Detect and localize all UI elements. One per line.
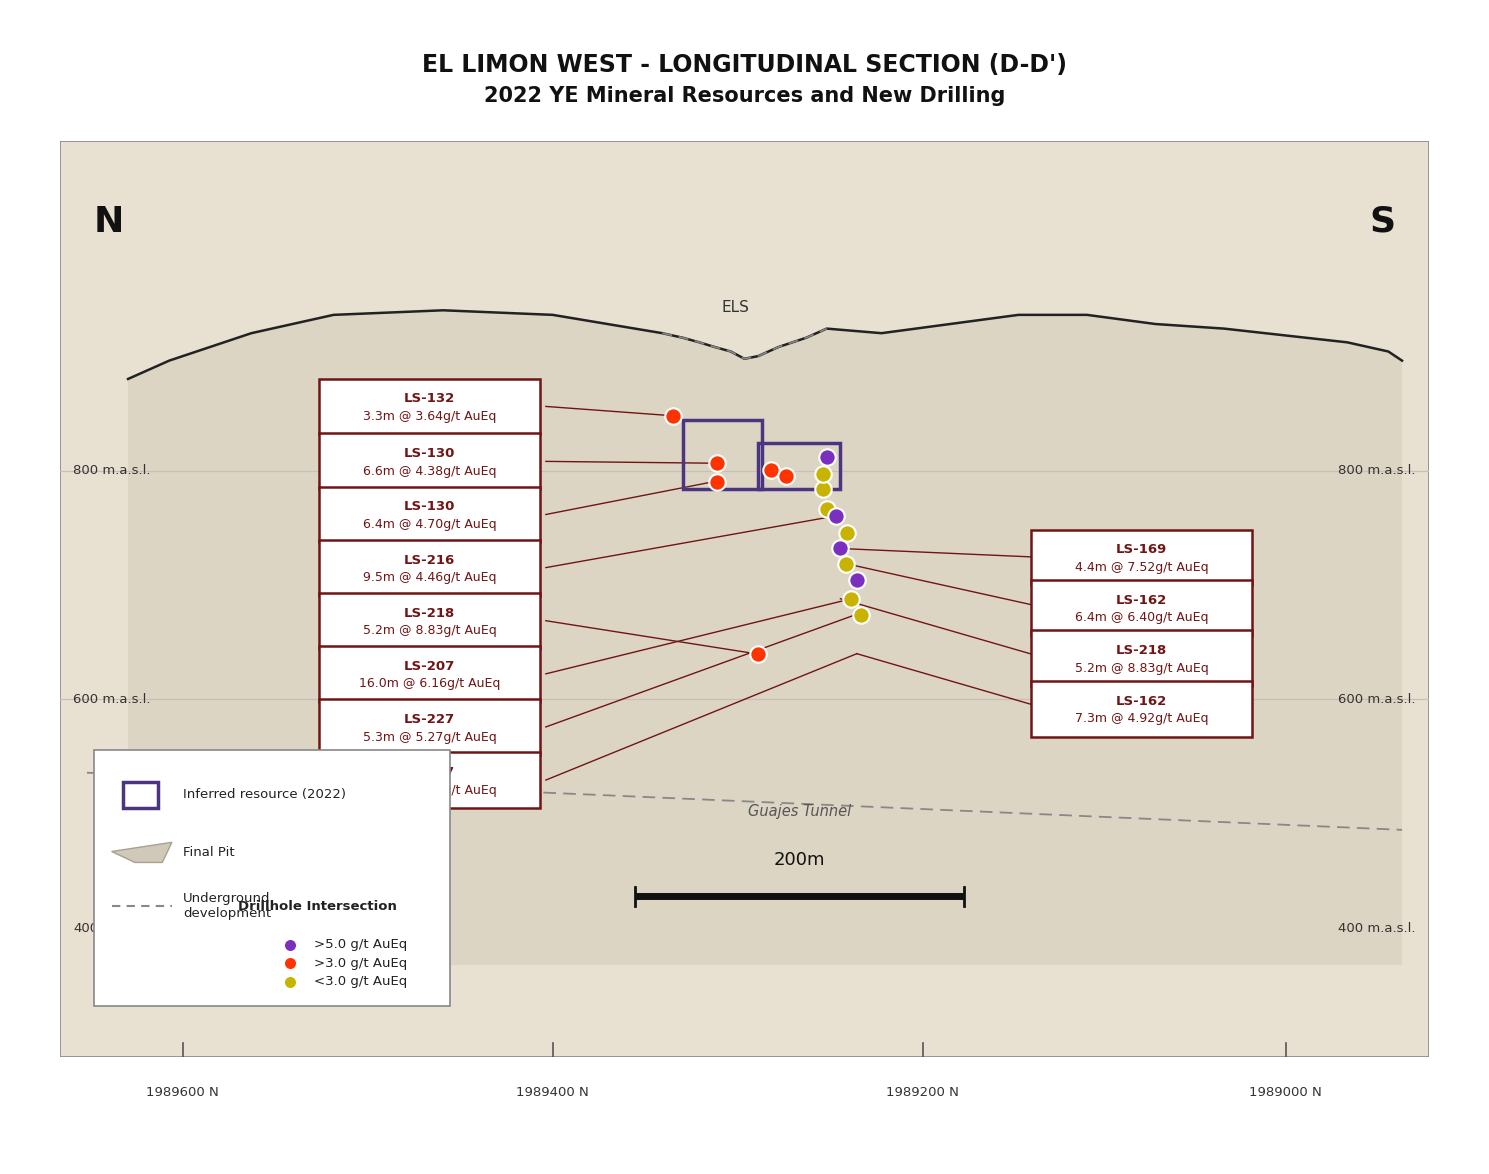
FancyBboxPatch shape xyxy=(1032,630,1252,686)
Point xyxy=(706,472,730,491)
Text: LS-162: LS-162 xyxy=(1117,695,1167,708)
FancyBboxPatch shape xyxy=(319,699,539,755)
Polygon shape xyxy=(128,310,1403,965)
Text: 1989000 N: 1989000 N xyxy=(1249,1086,1322,1099)
Text: LS-227: LS-227 xyxy=(404,765,456,780)
Point xyxy=(814,447,838,466)
Point xyxy=(849,606,873,625)
Point xyxy=(746,645,770,663)
Text: S: S xyxy=(1368,205,1395,239)
Point xyxy=(835,524,859,542)
Point xyxy=(814,500,838,519)
Text: 3.3m @ 3.64g/t AuEq: 3.3m @ 3.64g/t AuEq xyxy=(363,410,496,423)
FancyBboxPatch shape xyxy=(319,433,539,490)
Point xyxy=(661,406,685,425)
Text: 5.3m @ 5.27g/t AuEq: 5.3m @ 5.27g/t AuEq xyxy=(362,730,496,743)
FancyBboxPatch shape xyxy=(94,750,450,1006)
Text: LS-130: LS-130 xyxy=(404,447,456,460)
Text: LS-207: LS-207 xyxy=(404,660,456,673)
Text: Drillhole Intersection: Drillhole Intersection xyxy=(238,900,396,913)
Text: 5.2m @ 8.83g/t AuEq: 5.2m @ 8.83g/t AuEq xyxy=(1075,662,1209,675)
Point xyxy=(834,554,858,573)
Text: 2022 YE Mineral Resources and New Drilling: 2022 YE Mineral Resources and New Drilli… xyxy=(484,86,1005,107)
Point xyxy=(810,465,834,484)
Point xyxy=(758,460,782,479)
Point xyxy=(774,466,798,485)
Text: 800 m.a.s.l.: 800 m.a.s.l. xyxy=(1339,464,1416,477)
Text: 400: 400 xyxy=(73,922,98,935)
FancyBboxPatch shape xyxy=(60,141,1429,1057)
FancyBboxPatch shape xyxy=(319,753,539,808)
Point xyxy=(706,454,730,473)
Text: LS-227: LS-227 xyxy=(404,713,456,726)
Text: 1989600 N: 1989600 N xyxy=(146,1086,219,1099)
FancyBboxPatch shape xyxy=(319,378,539,434)
FancyBboxPatch shape xyxy=(1032,580,1252,636)
Point xyxy=(825,507,849,526)
Point xyxy=(278,936,302,954)
Text: 1989200 N: 1989200 N xyxy=(886,1086,959,1099)
Text: Guajes Tunnel: Guajes Tunnel xyxy=(747,804,850,818)
FancyBboxPatch shape xyxy=(319,540,539,595)
FancyBboxPatch shape xyxy=(1032,529,1252,586)
FancyBboxPatch shape xyxy=(319,486,539,542)
Point xyxy=(278,972,302,991)
Text: 1989400 N: 1989400 N xyxy=(517,1086,590,1099)
Text: 6.4m @ 6.40g/t AuEq: 6.4m @ 6.40g/t AuEq xyxy=(1075,612,1209,625)
Text: 600 m.a.s.l.: 600 m.a.s.l. xyxy=(1339,693,1416,706)
Text: 200m: 200m xyxy=(774,851,825,869)
Text: 16.0m @ 6.16g/t AuEq: 16.0m @ 6.16g/t AuEq xyxy=(359,677,500,690)
Text: Final Pit: Final Pit xyxy=(183,846,234,859)
Text: LS-218: LS-218 xyxy=(1117,645,1167,657)
Point xyxy=(844,571,868,589)
Text: 400 m.a.s.l.: 400 m.a.s.l. xyxy=(1339,922,1416,935)
Point xyxy=(810,479,834,498)
Text: <3.0 g/t AuEq: <3.0 g/t AuEq xyxy=(314,976,408,989)
Text: Inferred resource (2022): Inferred resource (2022) xyxy=(183,788,345,801)
Text: Underground
development: Underground development xyxy=(183,892,271,920)
FancyBboxPatch shape xyxy=(1032,681,1252,736)
Text: >3.0 g/t AuEq: >3.0 g/t AuEq xyxy=(314,957,408,970)
Point xyxy=(828,539,852,558)
Text: 5.2m @ 8.83g/t AuEq: 5.2m @ 8.83g/t AuEq xyxy=(362,625,496,637)
Text: 6.6m @ 4.38g/t AuEq: 6.6m @ 4.38g/t AuEq xyxy=(363,465,496,478)
Point xyxy=(840,589,864,608)
Text: N: N xyxy=(94,205,124,239)
Text: 4.5m @ 5.51g/t AuEq: 4.5m @ 5.51g/t AuEq xyxy=(362,783,496,797)
Text: 7.3m @ 4.92g/t AuEq: 7.3m @ 4.92g/t AuEq xyxy=(1075,713,1209,726)
FancyBboxPatch shape xyxy=(319,593,539,649)
Text: 6.4m @ 4.70g/t AuEq: 6.4m @ 4.70g/t AuEq xyxy=(363,518,496,531)
Text: LS-130: LS-130 xyxy=(404,500,456,513)
Text: LS-132: LS-132 xyxy=(404,392,456,405)
Text: LS-216: LS-216 xyxy=(404,554,456,567)
Text: LS-169: LS-169 xyxy=(1117,544,1167,556)
Text: LS-218: LS-218 xyxy=(404,607,456,620)
Text: ELS: ELS xyxy=(721,299,749,315)
Text: 800 m.a.s.l.: 800 m.a.s.l. xyxy=(73,464,150,477)
FancyBboxPatch shape xyxy=(319,646,539,702)
Text: >5.0 g/t AuEq: >5.0 g/t AuEq xyxy=(314,938,408,951)
Text: EL LIMON WEST - LONGITUDINAL SECTION (D-D'): EL LIMON WEST - LONGITUDINAL SECTION (D-… xyxy=(421,53,1068,76)
Text: LS-162: LS-162 xyxy=(1117,594,1167,607)
Point xyxy=(278,953,302,972)
Polygon shape xyxy=(112,842,171,863)
Text: 600 m.a.s.l.: 600 m.a.s.l. xyxy=(73,693,150,706)
Text: 9.5m @ 4.46g/t AuEq: 9.5m @ 4.46g/t AuEq xyxy=(363,572,496,585)
Text: 4.4m @ 7.52g/t AuEq: 4.4m @ 7.52g/t AuEq xyxy=(1075,561,1209,574)
